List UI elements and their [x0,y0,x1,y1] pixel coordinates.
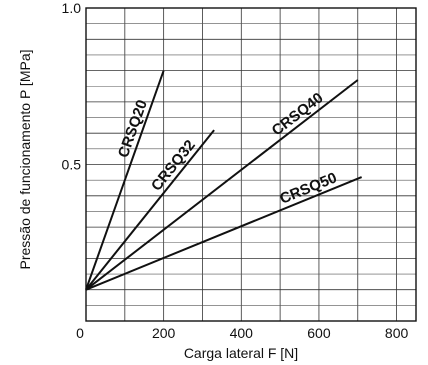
plot-frame [85,7,417,322]
series-line [85,176,363,291]
grid [86,8,416,321]
tick-labels: 0 200 400 600 800 0.5 1.0 [62,0,409,341]
series-label: CRSQ50 [277,169,339,207]
x-tick-label: 600 [307,325,331,341]
series-line [85,70,165,291]
series-label: CRSQ20 [115,98,151,160]
x-tick-label: 0 [76,325,84,341]
series-label: CRSQ40 [269,89,327,139]
series-label: CRSQ32 [148,137,199,194]
y-tick-label: 1.0 [62,0,82,16]
x-tick-label: 400 [230,325,254,341]
series-lines [85,70,363,291]
y-axis-label: Pressão de funcionamento P [MPa] [17,50,33,270]
y-tick-label: 0.5 [62,157,82,173]
x-axis-label: Carga lateral F [N] [184,345,298,361]
series-line [85,79,359,291]
x-tick-label: 800 [385,325,409,341]
series-line [85,129,215,291]
x-tick-label: 200 [152,325,176,341]
